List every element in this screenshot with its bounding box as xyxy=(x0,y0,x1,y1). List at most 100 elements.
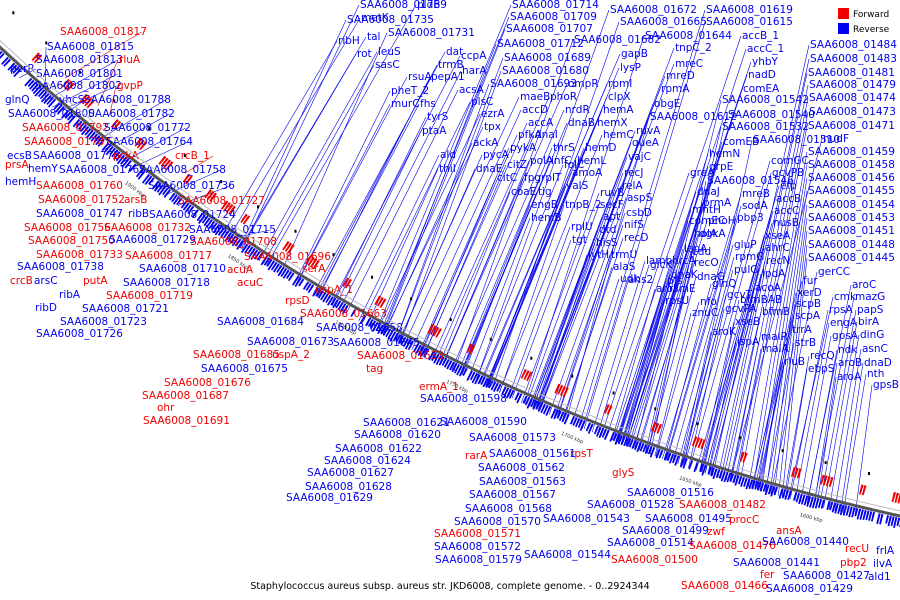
legend-reverse-label: Reverse xyxy=(853,25,890,35)
gene-label: SAA6008_01627 xyxy=(307,467,394,479)
marker-tick xyxy=(148,127,151,131)
leader-line xyxy=(854,384,873,516)
reverse-feature xyxy=(223,230,230,239)
legend-reverse-swatch xyxy=(838,23,849,34)
reverse-feature xyxy=(135,168,144,178)
gene-label: SAA6008_01710 xyxy=(139,263,226,275)
gene-label: fhs xyxy=(420,98,436,110)
reverse-feature xyxy=(532,400,539,410)
leader-line xyxy=(597,264,650,435)
gene-label: hrcA xyxy=(672,255,697,267)
gene-label: SAA6008_01628 xyxy=(305,481,392,493)
gene-label: SAA6008_01693 xyxy=(490,78,577,90)
gene-label: glnQ xyxy=(712,278,737,290)
reverse-feature xyxy=(688,460,694,470)
gene-label: SAA6008_01750 xyxy=(28,235,115,247)
forward-feature xyxy=(796,468,802,479)
gene-label: udk xyxy=(620,273,640,285)
leader-line xyxy=(582,279,628,429)
leader-line xyxy=(339,70,462,310)
gene-label: phoH xyxy=(708,215,736,227)
leader-line xyxy=(330,55,461,305)
gene-label: comEC xyxy=(689,215,725,227)
forward-feature xyxy=(113,120,122,130)
gene-label: dnaI xyxy=(535,129,558,141)
reverse-feature xyxy=(723,471,729,483)
forward-feature xyxy=(376,296,384,307)
gene-label: SAA6008_01752 xyxy=(38,194,125,206)
reverse-feature xyxy=(879,513,884,525)
forward-feature xyxy=(790,466,796,477)
leader-line xyxy=(94,99,166,143)
reverse-feature xyxy=(710,467,715,477)
reverse-feature xyxy=(294,277,302,287)
reverse-feature xyxy=(229,235,237,244)
reverse-feature xyxy=(380,325,387,335)
reverse-feature xyxy=(282,269,290,279)
gene-label: SAA6008_01738 xyxy=(17,261,104,273)
reverse-feature xyxy=(163,189,171,198)
gene-label: mreC xyxy=(675,58,703,70)
gene-label: lytH xyxy=(588,249,609,261)
forward-feature xyxy=(427,323,435,334)
reverse-feature xyxy=(522,395,528,404)
gene-label: SAA6008_01624 xyxy=(324,455,411,467)
gene-label: trmU xyxy=(611,249,637,261)
reverse-feature xyxy=(191,209,199,218)
forward-feature xyxy=(82,95,91,105)
reverse-feature xyxy=(488,380,494,389)
gene-label: polA xyxy=(530,155,554,167)
leader-line xyxy=(366,168,439,326)
forward-feature xyxy=(223,202,231,212)
reverse-feature xyxy=(236,240,244,250)
reverse-feature xyxy=(305,283,312,291)
gene-label: thiI xyxy=(439,163,456,175)
gene-label: SAA6008_01532 xyxy=(722,121,809,133)
gene-label: pheT_2 xyxy=(391,85,429,97)
gene-label: SAA6008_01800 xyxy=(8,108,95,120)
genome-caption: Staphylococcus aureus subsp. aureus str.… xyxy=(250,581,649,592)
gene-label: tig xyxy=(538,186,552,198)
reverse-feature xyxy=(172,195,181,205)
reverse-feature xyxy=(112,151,121,160)
gene-label: SAA6008_01721 xyxy=(82,303,169,315)
reverse-feature xyxy=(814,498,820,509)
leader-line xyxy=(770,271,818,494)
forward-feature xyxy=(700,439,706,450)
gene-label: mazG xyxy=(855,291,885,303)
reverse-feature xyxy=(273,263,280,273)
gene-label: sasC xyxy=(375,59,400,71)
reverse-feature xyxy=(72,118,81,128)
forward-feature xyxy=(435,328,443,338)
leader-line xyxy=(735,111,809,484)
leader-line xyxy=(400,70,502,344)
leader-line xyxy=(103,113,170,150)
reverse-feature xyxy=(115,152,123,162)
gene-label: vajC xyxy=(628,151,651,163)
leader-line xyxy=(556,224,624,419)
leader-line xyxy=(666,205,742,461)
leader-line xyxy=(258,51,378,261)
gene-label: SAA6008_01712 xyxy=(497,38,584,50)
gene-label: holA xyxy=(694,228,718,240)
reverse-feature xyxy=(535,401,541,410)
forward-feature xyxy=(523,370,530,380)
gene-label: acoA xyxy=(755,282,782,294)
gene-label: mntH xyxy=(692,204,721,216)
leader-line xyxy=(818,309,857,507)
gene-label: ribH xyxy=(338,35,360,47)
reverse-feature xyxy=(663,451,669,461)
gene-label: hemA xyxy=(603,104,634,116)
reverse-feature xyxy=(322,293,329,303)
reverse-feature xyxy=(870,511,876,522)
marker-tick xyxy=(220,180,223,184)
gene-label: SAA6008_01456 xyxy=(808,172,895,184)
leader-line xyxy=(64,31,142,79)
reverse-feature xyxy=(105,145,114,156)
forward-feature xyxy=(84,97,93,107)
marker-tick xyxy=(332,253,335,257)
reverse-feature xyxy=(726,472,732,483)
leader-line xyxy=(629,251,692,448)
reverse-feature xyxy=(817,498,823,509)
gene-label: ribD xyxy=(35,302,57,314)
